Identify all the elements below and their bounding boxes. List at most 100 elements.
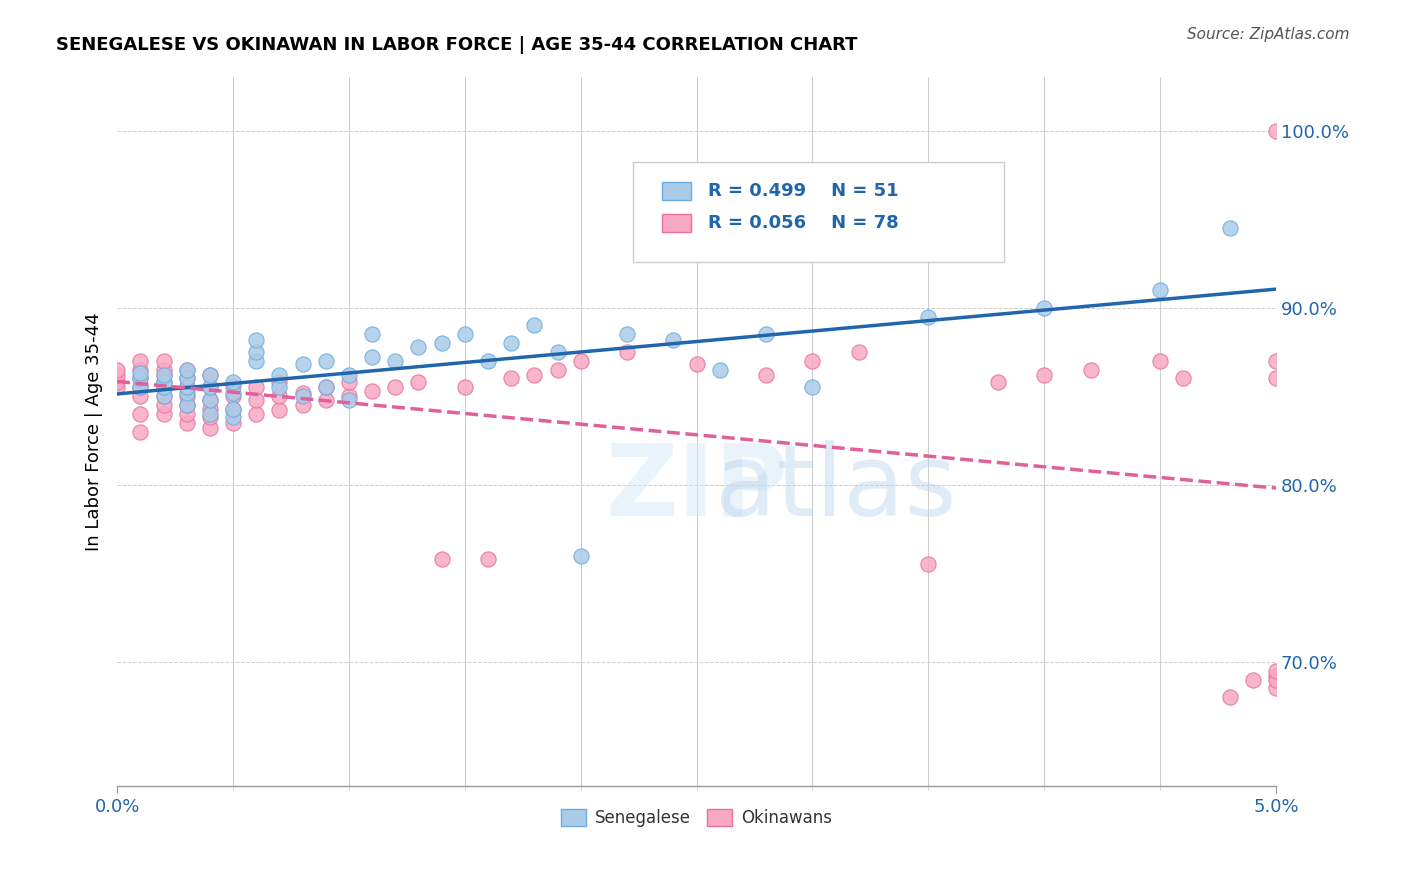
Point bbox=[1173, 371, 1195, 385]
Point bbox=[291, 385, 314, 400]
FancyBboxPatch shape bbox=[662, 214, 690, 232]
Text: ZIP: ZIP bbox=[605, 440, 787, 537]
Point bbox=[523, 318, 546, 333]
Point bbox=[269, 368, 291, 382]
Text: R = 0.499    N = 51: R = 0.499 N = 51 bbox=[709, 182, 898, 200]
Point bbox=[315, 353, 337, 368]
Point bbox=[152, 398, 174, 412]
Point bbox=[1265, 371, 1288, 385]
Point bbox=[129, 371, 152, 385]
Point bbox=[1265, 681, 1288, 696]
Point bbox=[245, 353, 267, 368]
Point bbox=[269, 389, 291, 403]
Point bbox=[176, 380, 198, 394]
Point bbox=[269, 375, 291, 389]
Point bbox=[176, 398, 198, 412]
Point bbox=[198, 380, 221, 394]
Point bbox=[222, 403, 245, 417]
Point bbox=[1033, 301, 1056, 315]
Point bbox=[198, 380, 221, 394]
Point bbox=[384, 353, 406, 368]
Point bbox=[291, 389, 314, 403]
Point bbox=[315, 392, 337, 407]
Point bbox=[709, 362, 731, 376]
Point bbox=[848, 345, 870, 359]
Point bbox=[222, 389, 245, 403]
Point bbox=[222, 375, 245, 389]
Point bbox=[198, 368, 221, 382]
Point bbox=[315, 380, 337, 394]
Point bbox=[198, 392, 221, 407]
Point bbox=[269, 403, 291, 417]
Point bbox=[1149, 283, 1171, 297]
Point bbox=[1265, 123, 1288, 137]
Point bbox=[176, 371, 198, 385]
Point bbox=[245, 380, 267, 394]
Point bbox=[152, 353, 174, 368]
Point bbox=[129, 380, 152, 394]
Point bbox=[1265, 673, 1288, 687]
Point bbox=[569, 353, 592, 368]
Point bbox=[477, 552, 499, 566]
Point bbox=[1219, 690, 1241, 705]
Point bbox=[176, 407, 198, 421]
Point bbox=[152, 375, 174, 389]
Point bbox=[662, 333, 685, 347]
Point bbox=[454, 380, 477, 394]
Point bbox=[176, 362, 198, 376]
Point bbox=[222, 401, 245, 416]
Point bbox=[105, 375, 128, 389]
Point bbox=[152, 407, 174, 421]
Point bbox=[616, 345, 638, 359]
Point bbox=[245, 345, 267, 359]
Point bbox=[129, 389, 152, 403]
Point bbox=[176, 416, 198, 430]
Point bbox=[105, 380, 128, 394]
Point bbox=[176, 362, 198, 376]
Point bbox=[129, 362, 152, 376]
Point bbox=[430, 336, 453, 351]
Point bbox=[755, 368, 778, 382]
Point bbox=[129, 366, 152, 380]
Point bbox=[105, 362, 128, 376]
Point bbox=[569, 549, 592, 563]
Point bbox=[361, 327, 384, 342]
Point bbox=[176, 389, 198, 403]
Point bbox=[129, 353, 152, 368]
Point bbox=[801, 353, 824, 368]
Point bbox=[198, 368, 221, 382]
Point bbox=[152, 380, 174, 394]
Point bbox=[152, 380, 174, 394]
Point bbox=[176, 385, 198, 400]
Point bbox=[801, 380, 824, 394]
Point bbox=[361, 384, 384, 398]
Point bbox=[987, 375, 1010, 389]
Point bbox=[1265, 669, 1288, 683]
Point bbox=[269, 380, 291, 394]
Point bbox=[176, 398, 198, 412]
Point bbox=[315, 380, 337, 394]
Point bbox=[152, 389, 174, 403]
Point bbox=[222, 385, 245, 400]
Point bbox=[198, 421, 221, 435]
Point bbox=[616, 327, 638, 342]
Y-axis label: In Labor Force | Age 35-44: In Labor Force | Age 35-44 bbox=[86, 312, 103, 551]
Point bbox=[547, 345, 569, 359]
Point bbox=[152, 368, 174, 382]
FancyBboxPatch shape bbox=[662, 182, 690, 200]
Point bbox=[917, 558, 939, 572]
Point bbox=[245, 392, 267, 407]
Point bbox=[198, 401, 221, 416]
Point bbox=[152, 375, 174, 389]
Point bbox=[361, 350, 384, 364]
Point bbox=[222, 410, 245, 425]
Point bbox=[152, 368, 174, 382]
Point bbox=[337, 389, 360, 403]
Point bbox=[291, 357, 314, 371]
Point bbox=[408, 375, 430, 389]
Point bbox=[501, 371, 523, 385]
Point bbox=[245, 407, 267, 421]
Text: R = 0.056    N = 78: R = 0.056 N = 78 bbox=[709, 214, 898, 232]
Point bbox=[1265, 353, 1288, 368]
Point bbox=[501, 336, 523, 351]
